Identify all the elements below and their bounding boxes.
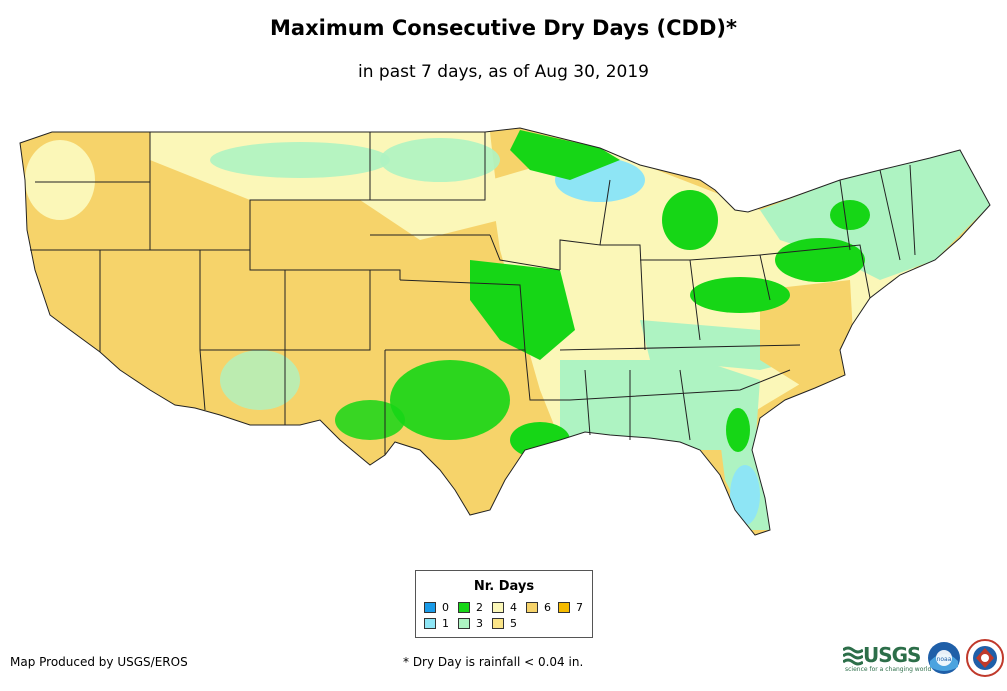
legend-swatch-5 [492,618,504,629]
legend-swatch-4 [492,602,504,613]
map-subtitle: in past 7 days, as of Aug 30, 2019 [358,62,649,82]
legend-label-7: 7 [576,601,583,614]
legend-swatch-7 [558,602,570,613]
legend-swatch-6 [526,602,538,613]
legend-swatch-3 [458,618,470,629]
nws-logo-icon [966,639,1004,677]
legend-title: Nr. Days [473,579,535,594]
legend-swatch-0 [424,602,436,613]
map-credit: Map Produced by USGS/EROS [10,655,188,669]
legend-swatch-1 [424,618,436,629]
dry-day-footnote: * Dry Day is rainfall < 0.04 in. [403,655,584,669]
usgs-tagline: science for a changing world [845,666,932,673]
usgs-logo-text: USGS [863,643,921,667]
usgs-logo-icon [843,646,863,666]
legend: Nr. Days 0 1 2 3 4 5 6 7 [415,570,593,638]
legend-label-6: 6 [544,601,551,614]
map-title: Maximum Consecutive Dry Days (CDD)* [270,16,737,40]
legend-label-4: 4 [510,601,517,614]
noaa-logo-icon: noaa [928,642,960,674]
legend-label-1: 1 [442,617,449,630]
legend-label-0: 0 [442,601,449,614]
legend-label-5: 5 [510,617,517,630]
legend-label-3: 3 [476,617,483,630]
legend-label-2: 2 [476,601,483,614]
legend-swatch-2 [458,602,470,613]
svg-text:noaa: noaa [937,656,952,663]
us-dry-days-map [19,127,991,536]
